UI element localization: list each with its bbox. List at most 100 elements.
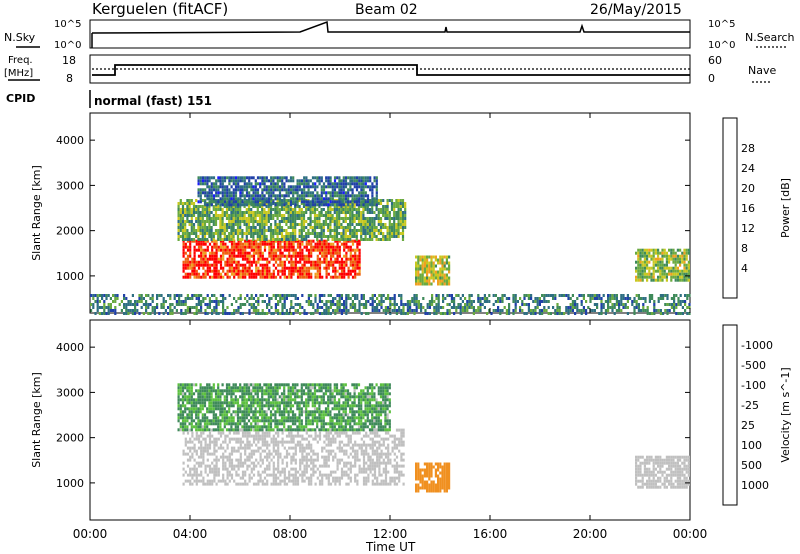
data-cell bbox=[320, 191, 323, 195]
data-cell bbox=[351, 203, 354, 207]
data-cell bbox=[213, 470, 216, 474]
data-cell bbox=[103, 300, 106, 303]
data-cell bbox=[290, 300, 293, 303]
data-cell bbox=[437, 270, 440, 274]
data-cell bbox=[217, 312, 220, 315]
data-cell bbox=[237, 449, 240, 453]
data-cell bbox=[296, 476, 300, 480]
data-cell bbox=[651, 297, 654, 300]
data-cell bbox=[192, 214, 196, 217]
data-cell bbox=[683, 257, 686, 261]
data-cell bbox=[192, 229, 196, 232]
data-cell bbox=[287, 191, 290, 195]
data-cell bbox=[272, 464, 275, 468]
data-cell bbox=[316, 455, 319, 459]
data-cell bbox=[222, 251, 225, 255]
data-cell bbox=[234, 203, 238, 207]
data-cell bbox=[201, 238, 204, 241]
data-cell bbox=[688, 303, 691, 306]
data-cell bbox=[314, 294, 317, 297]
data-cell bbox=[300, 214, 303, 217]
data-cell bbox=[243, 200, 246, 204]
data-cell bbox=[444, 297, 447, 300]
data-cell bbox=[338, 440, 341, 444]
data-cell bbox=[650, 266, 653, 270]
data-cell bbox=[107, 309, 110, 312]
data-cell bbox=[206, 182, 209, 186]
data-cell bbox=[472, 309, 475, 312]
data-cell bbox=[258, 232, 262, 235]
data-cell bbox=[309, 211, 312, 214]
data-cell bbox=[354, 461, 357, 465]
data-cell bbox=[343, 269, 346, 273]
data-cell bbox=[285, 309, 288, 312]
data-cell bbox=[312, 303, 315, 306]
data-cell bbox=[208, 205, 211, 208]
data-cell bbox=[589, 300, 592, 303]
colorbar-tick-label: 28 bbox=[741, 142, 755, 155]
data-cell bbox=[688, 306, 691, 309]
data-cell bbox=[294, 452, 297, 456]
data-cell bbox=[239, 461, 242, 465]
data-cell bbox=[663, 275, 666, 279]
data-cell bbox=[618, 309, 621, 312]
data-cell bbox=[426, 261, 429, 265]
data-cell bbox=[206, 203, 209, 207]
data-cell bbox=[134, 300, 137, 303]
data-cell bbox=[283, 254, 286, 258]
data-cell bbox=[345, 449, 348, 453]
data-cell bbox=[641, 251, 644, 255]
data-cell bbox=[687, 251, 690, 255]
data-cell bbox=[321, 464, 324, 468]
data-cell bbox=[283, 214, 286, 217]
data-cell bbox=[321, 260, 324, 264]
data-cell bbox=[618, 300, 621, 303]
data-cell bbox=[225, 211, 229, 214]
data-cell bbox=[356, 272, 359, 276]
data-cell bbox=[395, 205, 398, 208]
data-cell bbox=[180, 294, 183, 297]
data-cell bbox=[351, 257, 355, 261]
data-cell bbox=[668, 266, 671, 270]
data-cell bbox=[232, 194, 235, 198]
data-cell bbox=[294, 200, 297, 204]
region-mid-band bbox=[177, 199, 407, 241]
data-cell bbox=[215, 185, 218, 189]
data-cell bbox=[201, 199, 204, 202]
data-cell bbox=[215, 260, 218, 264]
data-cell bbox=[640, 309, 643, 312]
data-cell bbox=[215, 303, 218, 306]
data-cell bbox=[223, 176, 227, 180]
data-cell bbox=[335, 229, 339, 232]
data-cell bbox=[191, 455, 194, 459]
data-cell bbox=[404, 223, 407, 226]
data-cell bbox=[322, 214, 325, 217]
data-cell bbox=[212, 217, 215, 220]
data-cell bbox=[390, 217, 394, 220]
data-cell bbox=[567, 297, 570, 300]
data-cell bbox=[215, 179, 218, 183]
data-cell bbox=[386, 229, 389, 232]
y-tick-label: 4000 bbox=[56, 134, 84, 147]
data-cell bbox=[201, 217, 204, 220]
data-cell bbox=[195, 260, 198, 264]
data-cell bbox=[277, 458, 280, 462]
data-cell bbox=[659, 297, 662, 300]
data-cell bbox=[313, 208, 317, 211]
data-cell bbox=[665, 275, 668, 279]
data-cell bbox=[259, 185, 262, 189]
data-cell bbox=[202, 248, 205, 252]
data-cell bbox=[571, 306, 574, 309]
data-cell bbox=[340, 309, 343, 312]
data-cell bbox=[175, 309, 178, 312]
colorbar-frame bbox=[722, 117, 738, 299]
data-cell bbox=[450, 294, 453, 297]
data-cell bbox=[268, 473, 271, 477]
data-cell bbox=[233, 297, 236, 300]
data-cell bbox=[237, 254, 240, 258]
data-cell bbox=[434, 270, 437, 274]
data-cell bbox=[237, 309, 240, 312]
data-cell bbox=[285, 434, 289, 438]
data-cell bbox=[393, 306, 396, 309]
